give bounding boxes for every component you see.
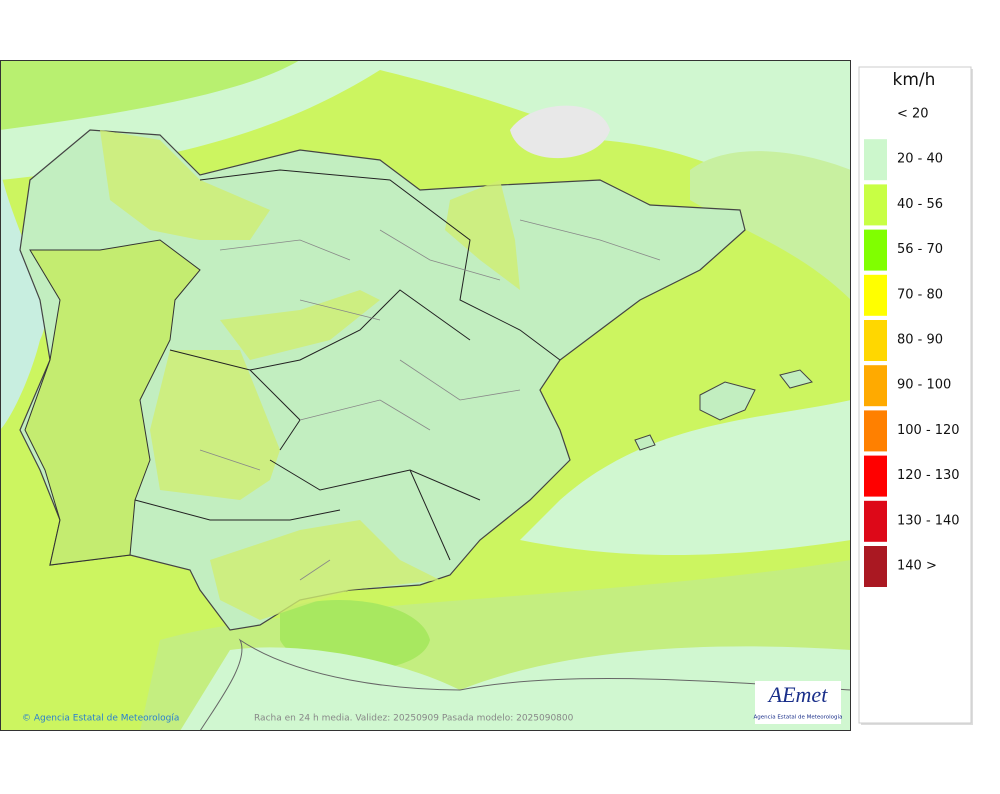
map: AEmet Agencia Estatal de Meteorología © …	[0, 60, 851, 731]
logo-subtitle: Agencia Estatal de Meteorología	[754, 714, 843, 721]
logo-box	[755, 681, 841, 724]
legend-label: 130 - 140	[897, 513, 960, 528]
legend-swatch	[864, 229, 887, 271]
legend-label: 40 - 56	[897, 197, 943, 212]
legend-swatch	[864, 320, 887, 361]
legend-swatch	[864, 546, 887, 587]
map-frame	[0, 60, 851, 731]
legend-label: 90 - 100	[897, 378, 951, 393]
legend-label: 120 - 130	[897, 468, 960, 483]
map-caption: Racha en 24 h media. Validez: 20250909 P…	[254, 714, 574, 724]
legend-swatch	[864, 365, 887, 407]
legend-label: 80 - 90	[897, 333, 943, 348]
legend-label: < 20	[897, 107, 929, 122]
legend: < 20 20 - 40 40 - 56 56 - 70 70 - 80 80 - 90 9…	[864, 107, 960, 587]
legend-swatch	[864, 410, 887, 452]
legend-label: 70 - 80	[897, 287, 943, 302]
legend-label: 140 >	[897, 559, 937, 574]
legend-swatch	[864, 274, 887, 316]
legend-swatch	[864, 500, 887, 542]
legend-swatch	[864, 184, 887, 226]
logo-title: AEmet	[767, 682, 829, 707]
legend-label: 20 - 40	[897, 152, 943, 167]
legend-swatch	[864, 455, 887, 497]
legend-swatch	[864, 139, 887, 181]
attribution[interactable]: © Agencia Estatal de Meteorología	[22, 714, 179, 724]
legend-label: 100 - 120	[897, 423, 960, 438]
legend-label: 56 - 70	[897, 242, 943, 257]
legend-unit: km/h	[893, 70, 936, 90]
